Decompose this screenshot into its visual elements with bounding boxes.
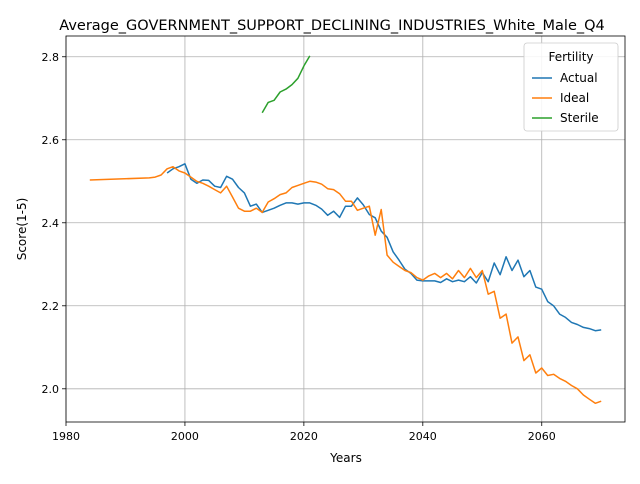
y-tick-label: 2.2: [42, 300, 60, 313]
legend-label-actual: Actual: [560, 71, 598, 85]
y-axis-ticks: 2.0 2.2 2.4 2.6 2.8: [42, 51, 66, 396]
y-tick-label: 2.0: [42, 383, 60, 396]
series-line-sterile: [261, 55, 311, 114]
x-tick-label: 2060: [528, 430, 556, 443]
legend-box: [523, 42, 619, 132]
x-tick-label: 1980: [52, 430, 80, 443]
series-line-ideal: [89, 165, 602, 405]
legend-title: Fertility: [548, 50, 593, 64]
y-tick-label: 2.4: [42, 217, 60, 230]
legend-label-sterile: Sterile: [560, 111, 599, 125]
x-axis-label: Years: [329, 451, 362, 465]
y-tick-label: 2.8: [42, 51, 60, 64]
chart-title: Average_GOVERNMENT_SUPPORT_DECLINING_IND…: [59, 18, 605, 34]
plot-frame: [65, 35, 626, 423]
y-tick-label: 2.6: [42, 134, 60, 147]
x-tick-label: 2040: [409, 430, 437, 443]
legend-items: Actual Ideal Sterile: [532, 71, 599, 125]
series-layer: [89, 55, 602, 405]
x-tick-label: 2000: [171, 430, 199, 443]
x-tick-label: 2020: [290, 430, 318, 443]
legend: Fertility Actual Ideal Sterile: [523, 42, 619, 132]
x-axis-ticks: 1980 2000 2020 2040 2060: [52, 422, 556, 443]
legend-label-ideal: Ideal: [560, 91, 589, 105]
y-axis-label: Score(1-5): [15, 198, 29, 261]
